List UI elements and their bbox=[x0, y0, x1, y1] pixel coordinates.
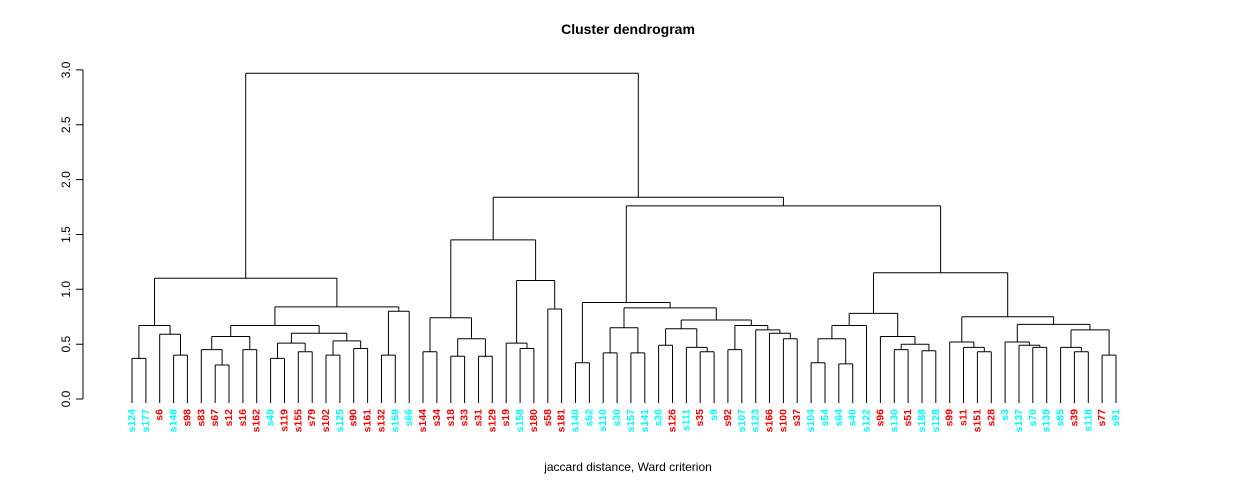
leaf-label: s34 bbox=[431, 409, 443, 427]
leaf-label: s31 bbox=[473, 409, 485, 427]
leaf-label: s6 bbox=[154, 409, 166, 421]
y-axis bbox=[76, 69, 84, 400]
y-tick-label: 0.5 bbox=[59, 336, 73, 353]
leaf-label: s128 bbox=[930, 409, 942, 433]
y-tick-label: 1.0 bbox=[59, 281, 73, 298]
leaf-label: s11 bbox=[958, 409, 970, 426]
leaf-label: s110 bbox=[597, 409, 609, 432]
leaf-label: s51 bbox=[902, 409, 914, 427]
leaf-label: s104 bbox=[805, 409, 817, 433]
leaf-label: s132 bbox=[376, 409, 388, 433]
leaf-label: s79 bbox=[306, 409, 318, 427]
leaf-label: s28 bbox=[985, 409, 997, 427]
leaf-label: s119 bbox=[279, 409, 291, 432]
leaf-label: s102 bbox=[320, 409, 332, 433]
leaf-label: s96 bbox=[874, 409, 886, 427]
leaf-label: s40 bbox=[847, 409, 859, 427]
leaf-label: s67 bbox=[209, 409, 221, 427]
leaf-label: s49 bbox=[265, 409, 277, 427]
leaf-label: s92 bbox=[722, 409, 734, 427]
leaf-label: s126 bbox=[667, 409, 679, 433]
leaf-label: s100 bbox=[777, 409, 789, 433]
leaf-label: s85 bbox=[1055, 409, 1067, 427]
leaf-label: s99 bbox=[944, 409, 956, 427]
leaf-label: s137 bbox=[1013, 409, 1025, 433]
leaf-label: s3 bbox=[999, 409, 1011, 421]
leaf-label: s58 bbox=[542, 409, 554, 427]
leaf-label: s33 bbox=[459, 409, 471, 427]
leaf-label: s30 bbox=[611, 409, 623, 427]
leaf-label: s144 bbox=[417, 409, 429, 433]
leaf-label: s122 bbox=[861, 409, 873, 433]
leaf-label: s98 bbox=[181, 409, 193, 427]
y-tick-label: 1.5 bbox=[59, 226, 73, 243]
leaf-label: s129 bbox=[486, 409, 498, 433]
y-tick-label: 2.0 bbox=[59, 171, 73, 188]
leaf-label: s91 bbox=[1110, 409, 1122, 427]
dendrogram-branches bbox=[131, 72, 1117, 403]
leaf-label: s54 bbox=[819, 409, 831, 427]
leaf-label: s158 bbox=[514, 409, 526, 433]
leaf-label: s155 bbox=[292, 409, 304, 433]
leaf-label: s111 bbox=[680, 409, 692, 431]
chart-title: Cluster dendrogram bbox=[561, 21, 695, 37]
leaf-label: s151 bbox=[971, 409, 983, 433]
leaf-label: s124 bbox=[126, 409, 138, 433]
chart-caption: jaccard distance, Ward criterion bbox=[544, 460, 712, 474]
leaf-label: s139 bbox=[1041, 409, 1053, 433]
leaf-label: s159 bbox=[389, 409, 401, 433]
leaf-label: s37 bbox=[791, 409, 803, 427]
leaf-label: s141 bbox=[639, 409, 651, 433]
leaf-label: s64 bbox=[833, 409, 845, 427]
leaf-label: s157 bbox=[625, 409, 637, 433]
leaf-label: s125 bbox=[334, 409, 346, 433]
leaf-label: s118 bbox=[1082, 409, 1094, 432]
leaf-label: s66 bbox=[403, 409, 415, 427]
leaf-label: s83 bbox=[195, 409, 207, 427]
leaf-label: s148 bbox=[168, 409, 180, 433]
leaf-label: s177 bbox=[140, 409, 152, 433]
leaf-label: s140 bbox=[570, 409, 582, 433]
leaf-label: s18 bbox=[445, 409, 457, 427]
leaf-label: s162 bbox=[251, 409, 263, 433]
leaf-label: s35 bbox=[694, 409, 706, 427]
leaf-label: s12 bbox=[223, 409, 235, 427]
leaf-label: s19 bbox=[500, 409, 512, 427]
leaf-label: s77 bbox=[1096, 409, 1108, 427]
y-tick-label: 3.0 bbox=[59, 61, 73, 78]
leaf-label: s16 bbox=[237, 409, 249, 427]
leaf-label: s188 bbox=[916, 409, 928, 433]
leaf-label: s161 bbox=[362, 409, 374, 433]
leaf-label: s70 bbox=[1027, 409, 1039, 427]
leaf-label: s107 bbox=[736, 409, 748, 433]
leaf-label: s166 bbox=[764, 409, 776, 433]
y-tick-label: 0.0 bbox=[59, 390, 73, 407]
leaf-label: s90 bbox=[348, 409, 360, 427]
leaf-label: s39 bbox=[1068, 409, 1080, 427]
leaf-label: s52 bbox=[583, 409, 595, 427]
leaf-label: s123 bbox=[750, 409, 762, 433]
leaf-label: s130 bbox=[888, 409, 900, 433]
leaf-label: s180 bbox=[528, 409, 540, 433]
y-tick-label: 2.5 bbox=[59, 116, 73, 133]
leaf-label: s9 bbox=[708, 409, 720, 421]
leaf-label: s181 bbox=[556, 409, 568, 433]
leaf-label: s36 bbox=[653, 409, 665, 427]
